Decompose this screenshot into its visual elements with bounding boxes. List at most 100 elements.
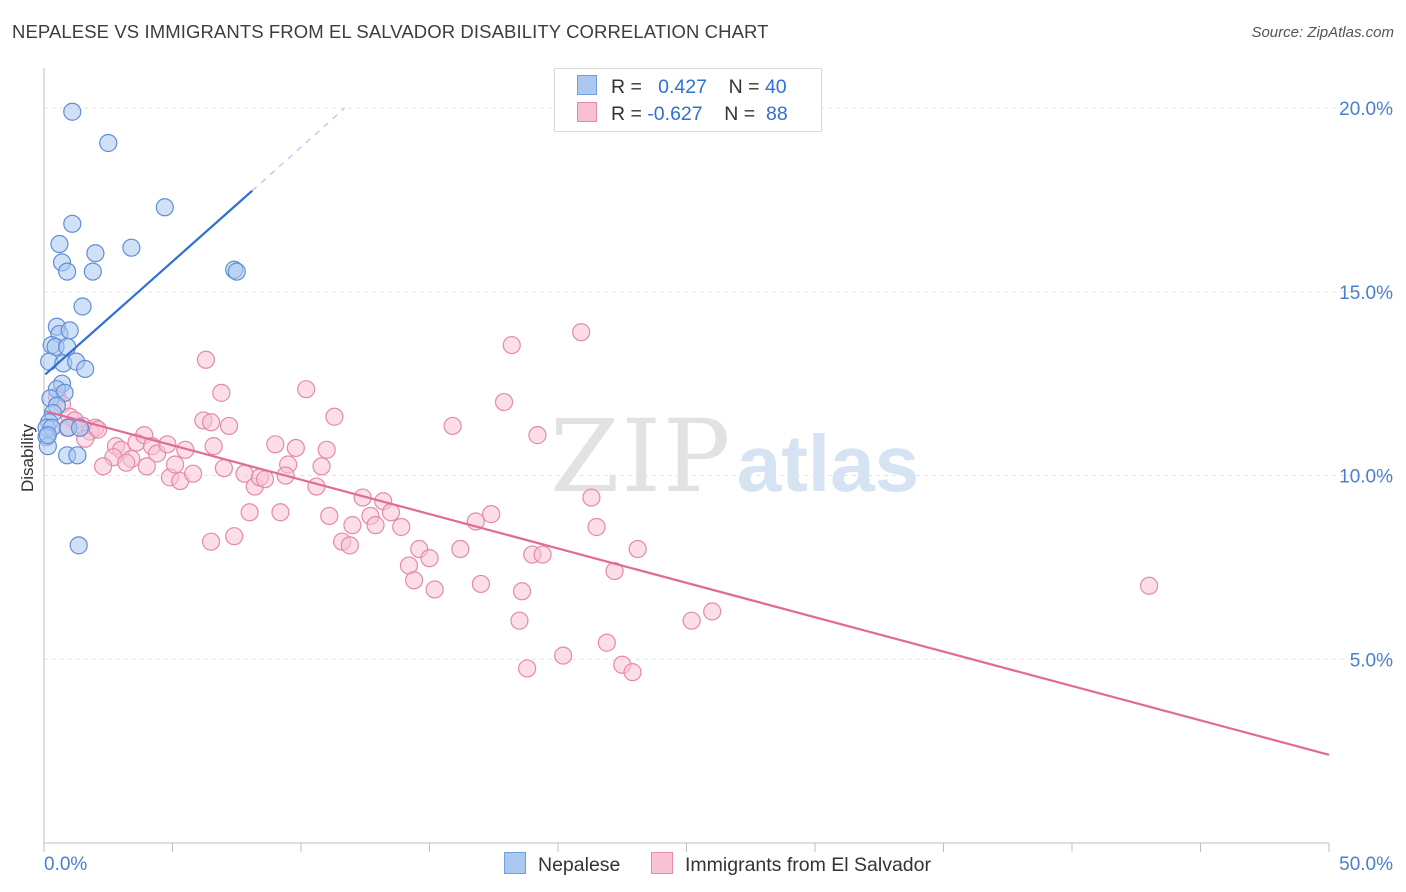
source-label: Source: ZipAtlas.com xyxy=(1251,24,1394,41)
point-el-salvador xyxy=(533,545,552,564)
point-el-salvador xyxy=(196,350,216,369)
x-tick-label: 50.0% xyxy=(1339,854,1393,875)
point-nepalese xyxy=(63,214,82,233)
point-el-salvador xyxy=(597,633,616,652)
point-nepalese xyxy=(60,321,79,340)
point-nepalese xyxy=(86,244,105,263)
point-nepalese xyxy=(122,238,141,257)
point-el-salvador xyxy=(366,516,385,535)
trendline-nepalese-extension xyxy=(251,107,346,192)
y-tick-label: 20.0% xyxy=(1339,99,1393,120)
legend-n-label: N = xyxy=(724,103,756,125)
point-el-salvador xyxy=(219,416,239,436)
legend-n-value-el-salvador: 88 xyxy=(766,103,788,125)
point-nepalese xyxy=(76,359,95,379)
point-el-salvador xyxy=(255,470,275,489)
bottom-legend-swatch-nepalese xyxy=(504,852,526,874)
point-el-salvador xyxy=(628,539,647,559)
legend-n-value-nepalese: 40 xyxy=(764,76,787,98)
point-el-salvador xyxy=(392,517,411,537)
legend-row-nepalese: R = 0.427 N = 40 xyxy=(577,75,787,99)
legend-row-el-salvador: R = -0.627 N = 88 xyxy=(577,102,788,126)
point-el-salvador xyxy=(212,383,231,402)
point-el-salvador xyxy=(510,611,529,630)
point-el-salvador xyxy=(587,517,606,537)
bottom-legend-label-el-salvador: Immigrants from El Salvador xyxy=(685,854,931,876)
point-el-salvador xyxy=(420,549,439,568)
bottom-legend-label-nepalese: Nepalese xyxy=(538,854,621,876)
point-el-salvador xyxy=(451,539,470,559)
point-el-salvador xyxy=(286,438,305,458)
point-el-salvador xyxy=(214,459,233,478)
correlation-legend: R = 0.427 N = 40 R = -0.627 N = 88 xyxy=(554,68,822,132)
point-el-salvador xyxy=(201,532,221,551)
point-el-salvador xyxy=(623,663,642,682)
point-nepalese xyxy=(38,426,57,445)
legend-r-value-el-salvador: -0.627 xyxy=(647,103,703,125)
point-el-salvador xyxy=(204,437,223,456)
point-el-salvador xyxy=(682,611,701,630)
point-el-salvador xyxy=(297,380,316,399)
point-el-salvador xyxy=(137,457,156,476)
trendline-el-salvador xyxy=(45,410,1330,756)
bottom-legend-el-salvador: Immigrants from El Salvador xyxy=(651,852,931,877)
y-axis-label: Disability xyxy=(18,423,37,492)
point-nepalese xyxy=(50,234,69,254)
point-el-salvador xyxy=(117,453,136,472)
point-el-salvador xyxy=(271,503,290,522)
point-nepalese xyxy=(69,536,88,555)
point-el-salvador xyxy=(482,505,501,524)
point-el-salvador xyxy=(240,503,259,522)
point-el-salvador xyxy=(582,488,601,507)
y-tick-label: 5.0% xyxy=(1350,650,1393,671)
bottom-legend-swatch-el-salvador xyxy=(651,852,673,874)
point-nepalese xyxy=(73,297,92,316)
point-el-salvador xyxy=(703,602,722,621)
point-nepalese xyxy=(227,262,246,281)
legend-r-label: R = xyxy=(611,103,642,125)
point-el-salvador xyxy=(225,527,244,546)
point-el-salvador xyxy=(572,323,591,342)
watermark-atlas: atlas xyxy=(736,419,920,508)
legend-n-label: N = xyxy=(728,76,760,98)
point-el-salvador xyxy=(518,659,537,678)
legend-r-label: R = xyxy=(611,76,642,98)
point-el-salvador xyxy=(165,455,185,474)
point-el-salvador xyxy=(307,477,326,496)
y-tick-label: 10.0% xyxy=(1339,467,1393,488)
bottom-legend-nepalese: Nepalese xyxy=(504,852,620,877)
point-nepalese xyxy=(70,418,90,437)
point-nepalese xyxy=(99,133,118,153)
point-el-salvador xyxy=(1139,576,1159,595)
watermark: ZIP atlas xyxy=(550,398,919,515)
point-el-salvador xyxy=(320,506,339,526)
trendline-nepalese xyxy=(44,189,253,376)
point-nepalese xyxy=(155,198,174,217)
point-nepalese xyxy=(58,262,77,281)
y-tick-label: 15.0% xyxy=(1339,283,1393,304)
point-el-salvador xyxy=(443,416,462,436)
watermark-zip: ZIP xyxy=(550,398,733,515)
point-el-salvador xyxy=(494,392,514,412)
point-el-salvador xyxy=(528,426,547,445)
point-el-salvador xyxy=(201,413,221,432)
x-tick-label: 0.0% xyxy=(44,854,87,875)
point-el-salvador xyxy=(94,457,113,476)
point-el-salvador xyxy=(317,440,336,459)
point-el-salvador xyxy=(404,571,424,590)
point-nepalese xyxy=(83,262,102,281)
point-el-salvador xyxy=(312,457,331,476)
point-el-salvador xyxy=(266,435,285,454)
point-el-salvador xyxy=(340,536,359,555)
chart-title: NEPALESE VS IMMIGRANTS FROM EL SALVADOR … xyxy=(12,21,769,42)
point-el-salvador xyxy=(325,407,344,426)
point-el-salvador xyxy=(425,580,444,599)
legend-r-value-nepalese: 0.427 xyxy=(658,76,707,98)
legend-swatch-el-salvador xyxy=(577,102,597,122)
point-el-salvador xyxy=(183,464,203,483)
point-nepalese xyxy=(58,337,77,357)
point-el-salvador xyxy=(502,335,521,355)
point-el-salvador xyxy=(512,582,532,601)
point-nepalese xyxy=(68,446,87,465)
